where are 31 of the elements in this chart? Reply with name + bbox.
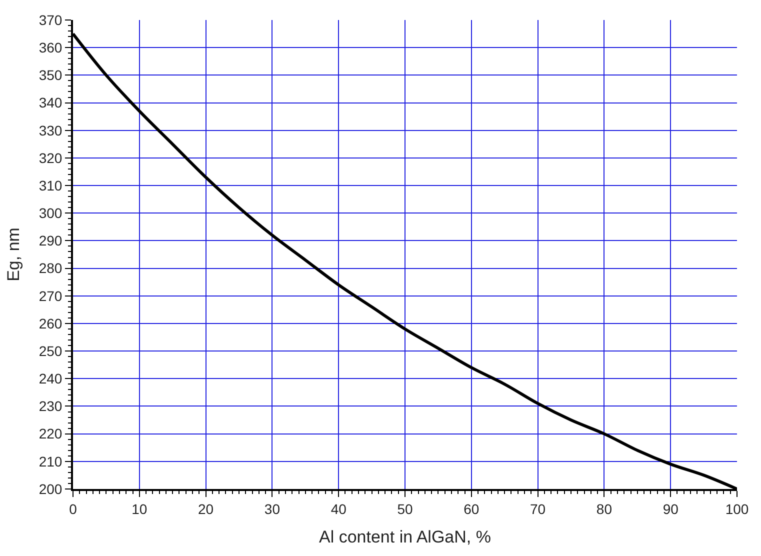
y-tick-label: 340 bbox=[38, 94, 62, 111]
y-tick-label: 290 bbox=[38, 232, 62, 249]
x-tick-label: 80 bbox=[596, 500, 612, 517]
x-tick-label: 60 bbox=[464, 500, 480, 517]
x-axis-title: Al content in AlGaN, % bbox=[319, 528, 491, 547]
y-tick-label: 250 bbox=[38, 342, 62, 359]
x-tick-label: 0 bbox=[69, 500, 78, 517]
y-tick-label: 240 bbox=[38, 370, 62, 387]
y-tick-label: 360 bbox=[38, 39, 62, 56]
y-tick-label: 280 bbox=[38, 260, 62, 276]
y-tick-label: 310 bbox=[38, 177, 62, 194]
x-tick-label: 10 bbox=[132, 500, 148, 517]
x-tick-label: 100 bbox=[725, 500, 749, 517]
y-tick-label: 210 bbox=[38, 453, 62, 470]
y-tick-label: 330 bbox=[38, 122, 62, 138]
y-tick-label: 270 bbox=[38, 288, 62, 304]
x-tick-label: 50 bbox=[397, 500, 413, 517]
y-tick-label: 300 bbox=[38, 205, 62, 222]
x-tick-label: 30 bbox=[264, 500, 280, 517]
y-tick-label: 230 bbox=[38, 398, 62, 414]
x-tick-label: 40 bbox=[330, 500, 347, 517]
x-tick-label: 70 bbox=[530, 500, 546, 517]
y-tick-label: 220 bbox=[38, 426, 62, 442]
y-tick-label: 200 bbox=[38, 480, 62, 497]
y-tick-label: 370 bbox=[38, 12, 62, 28]
y-axis-title: Eg, nm bbox=[4, 228, 23, 282]
y-tick-label: 350 bbox=[38, 67, 62, 84]
x-tick-label: 90 bbox=[662, 500, 679, 517]
y-tick-label: 320 bbox=[38, 150, 62, 166]
y-tick-label: 260 bbox=[38, 315, 62, 332]
x-tick-label: 20 bbox=[198, 500, 214, 517]
